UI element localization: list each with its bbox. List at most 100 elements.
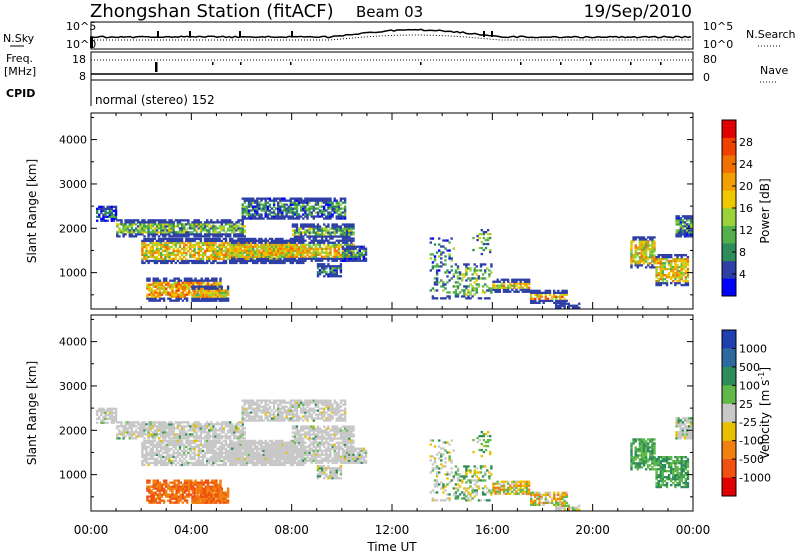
velocity-cell (160, 461, 163, 465)
power-cell (254, 209, 257, 212)
power-cell (173, 279, 176, 282)
power-cell (216, 231, 219, 234)
power-cell (152, 281, 155, 284)
power-cell (563, 299, 566, 302)
velocity-cell (197, 429, 200, 432)
power-cell (170, 227, 173, 230)
velocity-cell (224, 433, 228, 436)
velocity-cell (231, 429, 234, 432)
power-cell (237, 229, 240, 232)
power-cell (166, 243, 169, 247)
power-cell (335, 207, 338, 210)
power-cell (341, 257, 345, 260)
power-cell (277, 253, 280, 256)
power-cell (523, 288, 527, 291)
power-cell (174, 253, 177, 257)
power-cell (168, 239, 171, 243)
power-cell (634, 260, 637, 263)
power-cell (310, 207, 313, 210)
velocity-cell (153, 461, 157, 465)
power-cell (162, 225, 165, 228)
velocity-cell (193, 435, 196, 438)
power-cell (274, 261, 278, 265)
velocity-cell (203, 439, 207, 443)
power-cell (348, 245, 351, 248)
power-cell (147, 227, 150, 230)
power-cell (337, 265, 341, 268)
velocity-cell (157, 423, 161, 426)
power-cell (189, 243, 192, 247)
power-cell (659, 283, 662, 287)
power-cell (444, 263, 447, 266)
velocity-cell (164, 447, 167, 451)
velocity-cell (112, 419, 116, 422)
power-cell (685, 219, 689, 222)
power-cell (318, 197, 322, 200)
power-cell (327, 253, 330, 256)
power-cell (157, 259, 161, 263)
power-cell (348, 253, 351, 256)
power-cell (206, 257, 209, 261)
power-cell (203, 295, 207, 298)
power-cell (270, 251, 274, 254)
power-cell (335, 199, 338, 202)
power-cell (333, 257, 336, 260)
power-cell (210, 219, 213, 222)
velocity-cell (197, 445, 200, 449)
power-cell (490, 289, 493, 292)
power-cell (653, 244, 656, 247)
velocity-cell (220, 427, 223, 430)
power-cell (440, 279, 443, 282)
power-cell (684, 258, 687, 261)
power-cell (143, 221, 146, 224)
power-cell (262, 243, 265, 246)
power-cell (155, 219, 159, 222)
power-cell (160, 247, 163, 251)
power-cell (277, 261, 280, 265)
power-cell (233, 229, 236, 232)
power-cell (96, 215, 99, 218)
power-cell (199, 249, 203, 253)
power-cell (188, 283, 191, 286)
power-cell (479, 297, 483, 300)
power-cell (180, 251, 184, 255)
power-cell (245, 245, 249, 248)
power-cell (206, 281, 210, 284)
power-cell (272, 249, 276, 252)
velocity-cell (226, 455, 230, 459)
power-cell (222, 221, 226, 224)
velocity-cell (172, 449, 175, 453)
freq-label: Freq. (6, 52, 33, 65)
power-cell (264, 241, 267, 244)
power-cell (676, 260, 679, 263)
velocity-cell (166, 423, 169, 426)
velocity-cell (185, 431, 188, 434)
velocity-cell (189, 429, 192, 432)
velocity-cell (178, 443, 182, 447)
power-cell (337, 251, 341, 254)
power-cell (249, 247, 253, 250)
velocity-cell (151, 427, 154, 430)
velocity-cell (256, 451, 259, 455)
power-cell (306, 243, 309, 246)
velocity-cell (96, 421, 99, 424)
power-cell (239, 229, 242, 232)
power-cell (337, 201, 341, 204)
velocity-cell (168, 425, 171, 428)
power-cell (463, 273, 466, 276)
power-cell (266, 205, 269, 208)
power-cell (177, 277, 180, 280)
power-cell (471, 287, 474, 290)
power-cell (168, 245, 171, 249)
power-cell (157, 223, 161, 226)
power-cell (320, 263, 324, 266)
power-cell (521, 286, 524, 289)
power-cell (350, 243, 353, 246)
power-cell (206, 247, 209, 251)
power-cell (320, 215, 324, 218)
velocity-cell (124, 425, 127, 428)
velocity-cell (102, 421, 105, 424)
power-cell (567, 302, 570, 305)
power-cell (677, 215, 680, 218)
power-cell (685, 215, 689, 218)
